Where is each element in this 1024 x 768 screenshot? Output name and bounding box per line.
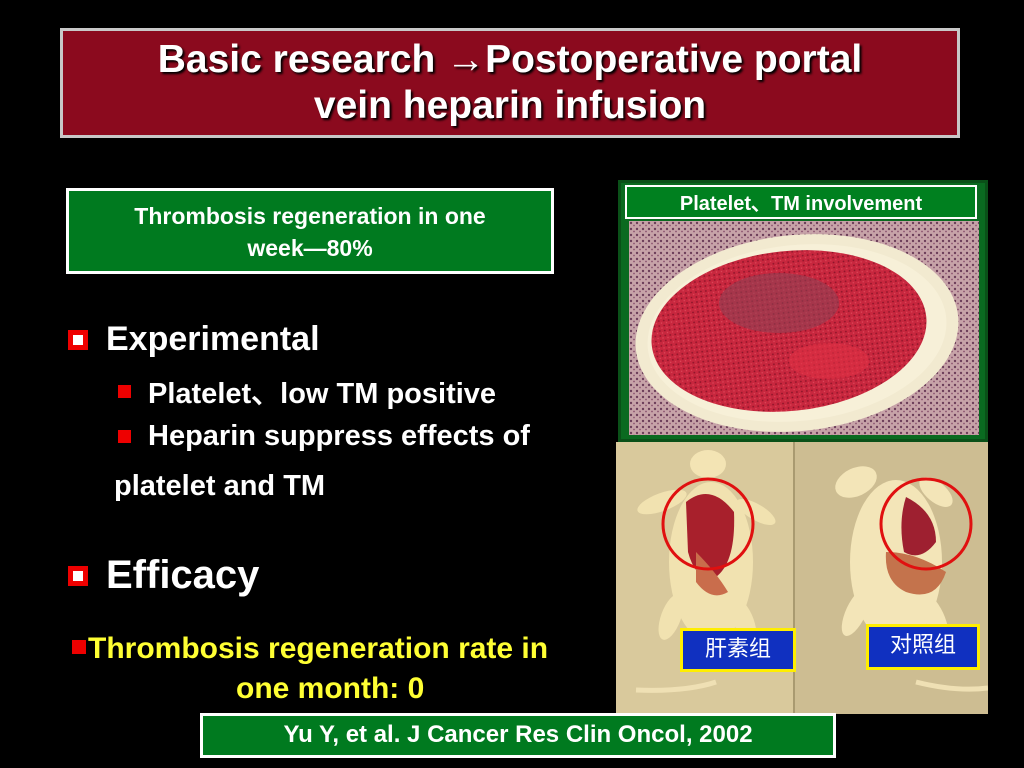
experimental-item-2-text: Heparin suppress effects of: [148, 420, 530, 452]
efficacy-line-2: one month: 0: [236, 670, 424, 708]
experimental-continuation-text: platelet and TM: [114, 470, 326, 502]
histology-image: [629, 221, 979, 435]
hollow-square-bullet-icon: [68, 329, 88, 350]
stat-line-2: week—80%: [247, 235, 373, 261]
heparin-group-label: 肝素组: [680, 628, 796, 672]
photo-caption: Platelet、TM involvement: [625, 185, 977, 219]
thrombosis-week-box: Thrombosis regeneration in one week—80%: [66, 188, 554, 274]
solid-square-bullet-icon: [118, 430, 131, 443]
hollow-square-bullet-icon: [68, 565, 88, 586]
experimental-bullet: Experimental: [68, 320, 320, 359]
experimental-item-2: Heparin suppress effects of: [118, 420, 530, 453]
citation-box: Yu Y, et al. J Cancer Res Clin Oncol, 20…: [200, 713, 836, 758]
experimental-heading: Experimental: [106, 320, 320, 358]
mice-comparison-photo: 肝素组 对照组: [616, 442, 988, 714]
efficacy-line-1: Thrombosis regeneration rate in: [72, 630, 548, 668]
efficacy-line-1-text: Thrombosis regeneration rate in: [88, 632, 549, 665]
mice-drawing: [616, 442, 988, 714]
experimental-item-2-continuation: platelet and TM: [114, 470, 325, 503]
efficacy-line-2-text: one month: 0: [236, 672, 425, 705]
stat-line-1: Thrombosis regeneration in one: [134, 203, 486, 229]
solid-square-bullet-icon: [118, 384, 131, 398]
efficacy-heading: Efficacy: [106, 553, 260, 597]
slide-title: Basic research →Postoperative portal vei…: [158, 37, 862, 129]
control-group-label: 对照组: [866, 624, 980, 670]
solid-square-bullet-icon: [72, 640, 86, 655]
title-line-1: Basic research →Postoperative portal: [157, 38, 863, 81]
experimental-item-1: Platelet、low TM positive: [118, 370, 496, 412]
slide-title-box: Basic research →Postoperative portal vei…: [60, 28, 960, 138]
efficacy-bullet: Efficacy: [68, 553, 259, 598]
experimental-item-1-text: Platelet、low TM positive: [148, 378, 497, 410]
histology-drawing: [629, 221, 979, 435]
histology-photo-frame: Platelet、TM involvement: [618, 180, 988, 442]
title-line-2: vein heparin infusion: [313, 84, 707, 127]
